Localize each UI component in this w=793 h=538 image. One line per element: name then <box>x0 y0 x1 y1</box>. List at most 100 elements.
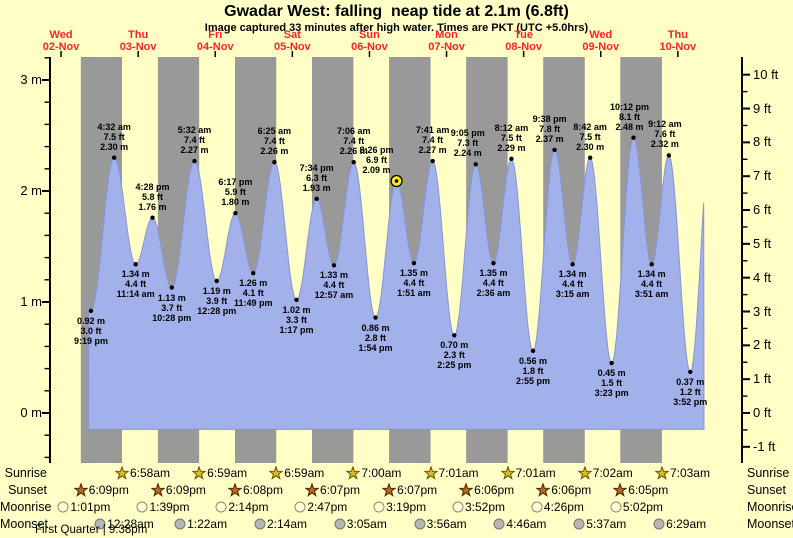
moonrise-time: 3:19pm <box>386 500 427 514</box>
tide-annotation-line: 2.29 m <box>497 142 526 153</box>
tide-annotation-line: 1.76 m <box>138 201 167 212</box>
tide-annotation-line: 11:49 pm <box>233 298 273 309</box>
tide-annotation: 1.13 m 3.7 ft 10:28 pm <box>152 293 191 323</box>
sunset-entry: 6:05pm <box>613 483 668 497</box>
tide-annotation: 1.33 m 4.4 ft 12:57 am <box>315 270 354 300</box>
sunset-time: 6:06pm <box>474 483 515 497</box>
sunset-entry: 6:07pm <box>304 483 360 497</box>
sunset-icon <box>613 483 628 497</box>
feet-axis-label: 10 ft <box>753 66 779 82</box>
sunrise-entry: 7:03am <box>654 466 710 480</box>
tide-annotation-line: 8:12 am <box>494 122 529 133</box>
tide-annotation: 7:41 am 7.4 ft 2.27 m <box>416 125 450 155</box>
day-label: Sun 06-Nov <box>351 29 388 53</box>
tide-annotation-line: 1.19 m <box>202 285 231 296</box>
sunset-icon <box>304 483 319 497</box>
moonset-time: 2:14am <box>266 517 307 531</box>
tide-point-dot <box>609 360 614 366</box>
day-label: Wed 09-Nov <box>582 29 619 53</box>
sunset-icon <box>382 483 397 497</box>
tide-annotation: 0.70 m 2.3 ft 2:25 pm <box>437 340 471 370</box>
moonset-icon <box>493 518 505 530</box>
tide-annotation-line: 9:05 pm <box>450 128 485 139</box>
tide-annotation: 1.19 m 3.9 ft 12:28 pm <box>197 286 236 316</box>
sunset-time: 6:07pm <box>397 483 438 497</box>
sunrise-entry: 7:01am <box>500 466 556 480</box>
day-date: 08-Nov <box>505 40 542 53</box>
tide-point-dot <box>430 158 435 164</box>
day-label: Thu 03-Nov <box>119 29 157 53</box>
tide-point-dot <box>530 348 536 354</box>
day-weekday: Sat <box>283 29 301 41</box>
moonset-icon <box>334 518 346 530</box>
sunrise-time: 6:59am <box>284 466 325 480</box>
tide-annotation-line: 12:28 pm <box>197 305 237 316</box>
day-weekday: Fri <box>208 29 223 41</box>
tide-annotation-line: 0.37 m <box>676 376 705 387</box>
sunset-icon <box>150 483 165 497</box>
tide-annotation-line: 1.34 m <box>558 269 587 280</box>
tide-annotation-line: 4:32 am <box>97 121 131 132</box>
sunset-time: 6:09pm <box>88 483 129 497</box>
sunset-entry: 6:09pm <box>73 483 129 497</box>
day-weekday: Sun <box>359 29 380 41</box>
day-date: 02-Nov <box>42 40 80 53</box>
sunset-entry: 6:07pm <box>382 483 437 497</box>
day-date: 04-Nov <box>196 40 234 53</box>
moonrise-time: 1:01pm <box>70 500 111 514</box>
day-date: 03-Nov <box>119 40 157 53</box>
tide-annotation-line: 2.27 m <box>180 145 209 156</box>
tide-point-dot <box>88 308 94 314</box>
moonset-time: 3:05am <box>346 517 387 531</box>
day-date: 05-Nov <box>274 40 311 53</box>
tide-annotation-line: 2:55 pm <box>516 375 551 386</box>
tide-annotation-line: 1:54 pm <box>358 342 393 353</box>
moonset-time: 5:37am <box>586 517 627 531</box>
tide-annotation: 1.34 m 4.4 ft 11:14 am <box>117 269 155 299</box>
moonset-entry: 3:05am <box>334 517 387 531</box>
moonset-icon <box>174 518 186 530</box>
tide-annotation-line: 2:36 am <box>476 288 511 299</box>
sunrise-row-label-left: Sunrise <box>4 466 47 480</box>
feet-axis-label: 8 ft <box>753 134 772 150</box>
sunset-entry: 6:09pm <box>150 483 206 497</box>
sunset-icon <box>536 483 551 497</box>
moonset-entry: 4:46am <box>493 517 546 531</box>
tide-annotation: 1.35 m 4.4 ft 2:36 am <box>477 268 511 298</box>
tide-annotation: 0.56 m 1.8 ft 2:55 pm <box>516 356 550 386</box>
feet-axis-label: 9 ft <box>753 100 772 116</box>
sunset-entry: 6:06pm <box>536 483 591 497</box>
tide-annotation-line: 1:51 am <box>397 288 431 299</box>
moonrise-entry: 4:26pm <box>531 500 584 514</box>
moonset-time: 1:22am <box>187 517 228 531</box>
tide-annotation-line: 7.4 ft <box>263 136 285 147</box>
meter-axis-label: 2 m <box>20 183 42 198</box>
tide-point-dot <box>251 270 256 276</box>
tide-annotation-line: 2:25 pm <box>437 360 472 371</box>
moonset-icon <box>573 518 585 530</box>
tide-point-dot <box>411 260 417 266</box>
tide-annotation-line: 1.5 ft <box>601 378 623 389</box>
sunrise-entry: 6:59am <box>192 466 247 480</box>
moonset-row-label-left: Moonset <box>0 517 48 531</box>
tide-point-dot <box>294 297 299 302</box>
day-label: Wed 02-Nov <box>42 29 80 53</box>
sunrise-row-label-right: Sunrise <box>747 466 790 480</box>
tide-annotation-line: 1.93 m <box>302 182 331 193</box>
feet-axis-label: 5 ft <box>753 235 772 251</box>
sunset-time: 6:06pm <box>551 483 592 497</box>
tide-point-dot <box>491 260 496 266</box>
tide-annotation-line: 11:14 am <box>116 289 155 300</box>
tide-point-dot <box>192 158 197 164</box>
sunset-icon <box>459 483 474 497</box>
tide-annotation-line: 8.1 ft <box>619 111 641 122</box>
tide-annotation-line: 3:23 pm <box>594 388 629 399</box>
tide-annotation-line: 3.0 ft <box>80 325 102 336</box>
moonrise-icon <box>452 501 464 513</box>
tide-annotation: 8:12 am 7.5 ft 2.29 m <box>495 123 529 153</box>
day-weekday: Mon <box>435 29 458 41</box>
sunset-icon <box>73 483 88 497</box>
tide-annotation-line: 4.4 ft <box>562 279 584 290</box>
tide-annotation-line: 1.8 ft <box>522 365 544 376</box>
